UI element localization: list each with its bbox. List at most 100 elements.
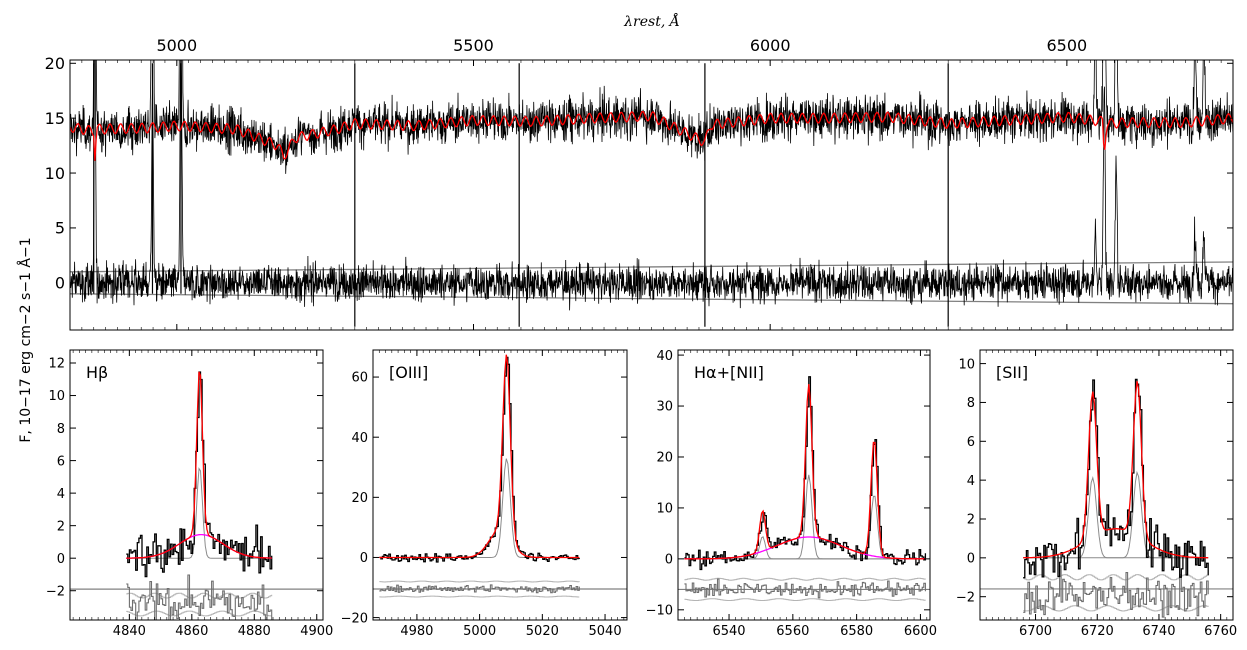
oiii-error-lower bbox=[379, 595, 580, 598]
oiii-frame bbox=[372, 349, 628, 621]
hbeta-ytick-label: 0 bbox=[57, 552, 65, 567]
sii-minor-ticks bbox=[979, 350, 1234, 620]
sii-component-1 bbox=[1023, 470, 1209, 559]
oiii-error-upper bbox=[379, 580, 580, 583]
hbeta-ytick-label: 2 bbox=[57, 519, 65, 534]
hbeta-error-upper bbox=[126, 592, 273, 599]
oiii-xtick-label: 5000 bbox=[463, 624, 496, 639]
main-ytick-label: 10 bbox=[45, 164, 65, 183]
sii-ytick-label: 2 bbox=[967, 513, 975, 528]
hbeta-ytick-label: 10 bbox=[48, 389, 65, 404]
hbeta-plot-area bbox=[70, 371, 323, 620]
y-axis-label: F, 10−17 erg cm−2 s−1 Å−1 bbox=[17, 237, 34, 442]
sii-ytick-label: −2 bbox=[956, 590, 975, 605]
halpha-component-2 bbox=[684, 495, 926, 560]
oiii-xtick-label: 5020 bbox=[526, 624, 559, 639]
hbeta-xtick-label: 4880 bbox=[238, 624, 271, 639]
halpha-model-fit bbox=[684, 384, 926, 560]
sii-ytick-label: 6 bbox=[967, 435, 975, 450]
halpha-xtick-label: 6600 bbox=[904, 624, 937, 639]
hbeta-ytick-label: 12 bbox=[48, 357, 65, 372]
top-tick-label: 5000 bbox=[156, 36, 197, 55]
sii-plot-area bbox=[980, 378, 1233, 618]
residual-spectrum bbox=[70, 60, 1233, 311]
sii-ytick-label: 0 bbox=[967, 552, 975, 567]
halpha-ytick-label: 40 bbox=[656, 349, 673, 364]
sii-error-upper bbox=[1023, 574, 1209, 581]
hbeta-ytick-label: 4 bbox=[57, 487, 65, 502]
halpha-error-upper bbox=[684, 577, 926, 581]
halpha-plot-area bbox=[678, 376, 930, 601]
sii-component-0 bbox=[1023, 475, 1209, 559]
halpha-ytick-label: 10 bbox=[656, 502, 673, 517]
hbeta-model-fit bbox=[126, 371, 272, 559]
halpha-ytick-label: −10 bbox=[646, 603, 673, 618]
halpha-xtick-label: 6580 bbox=[840, 624, 873, 639]
sii-frame bbox=[979, 349, 1234, 621]
sii-panel: −2 0 2 4 6 8 10 6700 6720 6740 6760 [SII] bbox=[956, 349, 1237, 639]
main-ytick-label: 0 bbox=[55, 274, 65, 293]
sii-xtick-label: 6700 bbox=[1019, 624, 1052, 639]
hbeta-xtick-label: 4900 bbox=[300, 624, 333, 639]
hbeta-residuals bbox=[126, 574, 273, 620]
halpha-xtick-label: 6540 bbox=[712, 624, 745, 639]
oiii-plot-area bbox=[373, 354, 627, 598]
halpha-ytick-label: 20 bbox=[656, 451, 673, 466]
halpha-ytick-label: 0 bbox=[665, 553, 673, 568]
hbeta-ytick-label: −2 bbox=[46, 584, 65, 599]
main-plot-area bbox=[70, 60, 1233, 327]
oiii-ytick-label: −20 bbox=[341, 611, 368, 626]
top-tick-label: 6000 bbox=[750, 36, 791, 55]
main-spectrum-panel: 0 5 10 15 20 5000 5500 6000 6500 bbox=[45, 36, 1234, 331]
halpha-nii-panel: −10 0 10 20 30 40 6540 6560 6580 6600 Hα+[NII] bbox=[646, 349, 937, 639]
oiii-xtick-label: 4980 bbox=[400, 624, 433, 639]
oiii-ytick-label: 60 bbox=[351, 371, 368, 386]
hbeta-ytick-label: 6 bbox=[57, 454, 65, 469]
hbeta-frame bbox=[69, 349, 324, 621]
oiii-ytick-label: 0 bbox=[360, 551, 368, 566]
main-minor-ticks bbox=[69, 60, 1234, 330]
main-ytick-label: 20 bbox=[45, 54, 65, 73]
sii-ytick-label: 4 bbox=[967, 474, 975, 489]
oiii-component-0 bbox=[379, 458, 580, 558]
sii-xtick-label: 6740 bbox=[1142, 624, 1175, 639]
oiii-panel: −20 0 20 40 60 4980 5000 5020 5040 [OIII] bbox=[341, 349, 628, 639]
sii-ytick-label: 10 bbox=[958, 357, 975, 372]
halpha-component-1 bbox=[684, 474, 926, 560]
oiii-xtick-label: 5040 bbox=[589, 624, 622, 639]
halpha-error-lower bbox=[684, 598, 926, 601]
stellar-model-line bbox=[70, 110, 1233, 161]
oiii-panel-label: [OIII] bbox=[389, 363, 428, 382]
sii-xtick-label: 6760 bbox=[1204, 624, 1237, 639]
oiii-observed-data bbox=[379, 356, 580, 563]
main-ytick-label: 5 bbox=[55, 219, 65, 238]
hbeta-ytick-label: 8 bbox=[57, 422, 65, 437]
sii-xtick-label: 6720 bbox=[1081, 624, 1114, 639]
oiii-ytick-label: 40 bbox=[351, 431, 368, 446]
oiii-ytick-label: 20 bbox=[351, 491, 368, 506]
oiii-model-fit bbox=[379, 354, 580, 559]
hbeta-xtick-label: 4860 bbox=[175, 624, 208, 639]
halpha-ytick-label: 30 bbox=[656, 400, 673, 415]
sii-error-lower bbox=[1023, 605, 1209, 612]
halpha-panel-label: Hα+[NII] bbox=[694, 363, 764, 382]
lower-error-envelope bbox=[70, 293, 1233, 305]
sii-ytick-label: 8 bbox=[967, 396, 975, 411]
hbeta-xtick-label: 4840 bbox=[113, 624, 146, 639]
sii-observed-data bbox=[1023, 378, 1209, 579]
halpha-xtick-label: 6560 bbox=[776, 624, 809, 639]
halpha-frame bbox=[677, 349, 931, 621]
sii-model-fit bbox=[1023, 381, 1209, 559]
hbeta-panel-label: Hβ bbox=[86, 363, 108, 382]
halpha-residuals bbox=[684, 578, 926, 599]
hbeta-component-0 bbox=[126, 467, 272, 559]
halpha-observed-data bbox=[684, 376, 927, 571]
main-ytick-label: 15 bbox=[45, 109, 65, 128]
hbeta-panel: −2 0 2 4 6 8 10 12 4840 4860 4880 4900 Hβ bbox=[46, 349, 333, 639]
sii-residuals bbox=[1023, 565, 1209, 618]
sii-panel-label: [SII] bbox=[996, 363, 1028, 382]
top-axis-label: λrest, Å bbox=[623, 12, 680, 30]
top-tick-label: 5500 bbox=[453, 36, 494, 55]
oiii-residuals bbox=[379, 584, 580, 594]
